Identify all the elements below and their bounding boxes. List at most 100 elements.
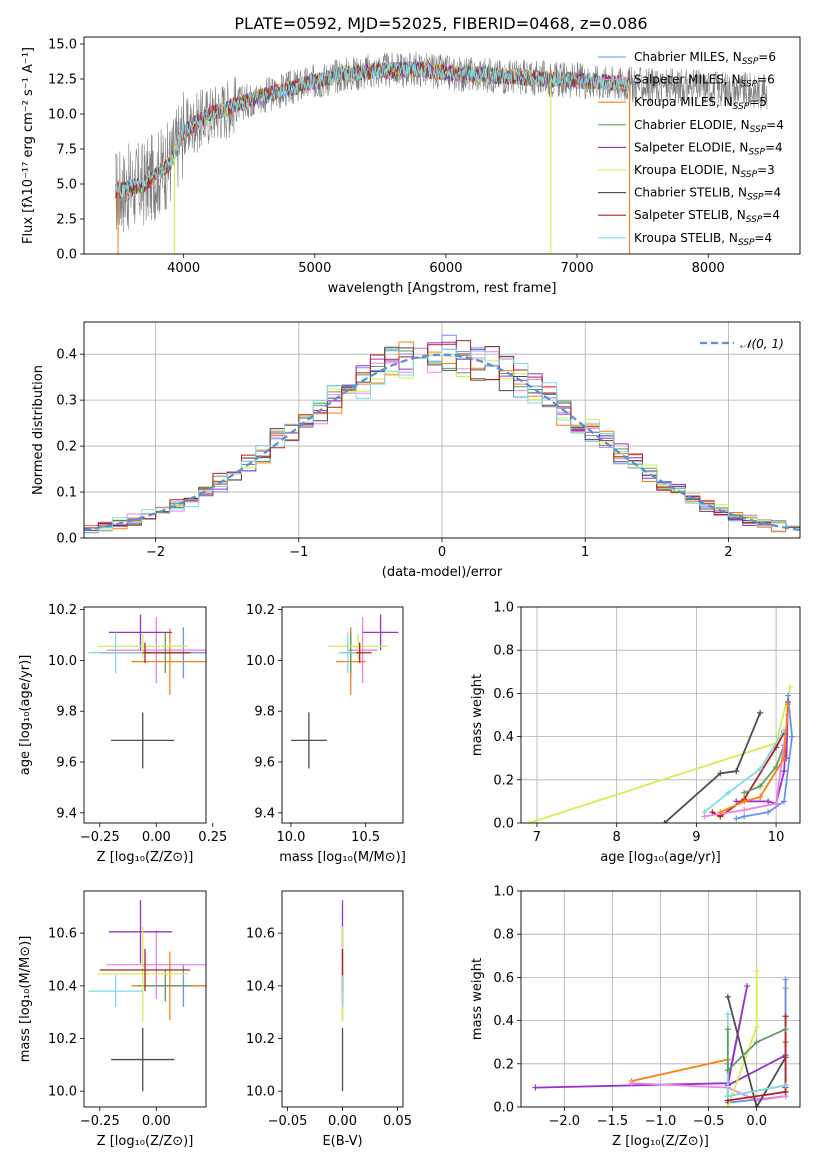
errorbar-kroupa-stelib — [88, 632, 143, 674]
y-tick-label: 0.4 — [493, 1014, 514, 1029]
x-axis-label: age [log₁₀(age/yr)] — [600, 850, 721, 865]
x-tick-label: 0 — [438, 545, 446, 560]
x-tick-label: 8000 — [692, 261, 725, 276]
y-tick-label: 9.4 — [56, 806, 77, 821]
weight-marker-kroupa-miles — [717, 809, 724, 816]
y-tick-label: 0.1 — [56, 486, 77, 501]
y-tick-label: 10.0 — [48, 108, 77, 123]
weight-marker-chabrier-elodie — [724, 1026, 731, 1033]
y-tick-label: 0.2 — [493, 1057, 514, 1072]
x-tick-label: 0.25 — [198, 830, 227, 845]
weight-marker-kroupa-elodie — [787, 683, 794, 690]
legend-suffix: =4 — [764, 186, 782, 200]
legend-text: Salpeter STELIB, N — [634, 208, 746, 222]
weight-line-salpeter-miles — [704, 714, 789, 818]
weight-marker-chabrier-miles — [741, 813, 748, 820]
x-tick-label: 4000 — [167, 261, 200, 276]
errorbar-chabrier-stelib — [111, 1027, 175, 1092]
weight-line-chabrier-stelib — [663, 712, 761, 823]
y-tick-label: 10.0 — [48, 1085, 77, 1100]
legend-subscript: SSP — [733, 102, 750, 112]
y-tick-label: 0.4 — [56, 348, 77, 363]
legend-subscript: SSP — [750, 125, 767, 135]
axes-residual_histogram: −2 −1 0 1 2 0.0 0.1 0.2 0.3 0.4 (data-model)/error… — [31, 321, 801, 580]
weight-marker-salpeter-elodie — [532, 1084, 539, 1091]
legend-label-kroupa-miles: Kroupa MILES, NSSP=5 — [634, 95, 767, 112]
weight-marker-salpeter-elodie — [765, 798, 772, 805]
weight-line-kroupa-elodie — [726, 970, 758, 1107]
x-axis-label: mass [log₁₀(M/M⊙)] — [279, 850, 406, 865]
weight-line-chabrier-stelib — [726, 996, 787, 1107]
axes-weight_vs_Z: −2.0 −1.5 −1.0 −0.5 0.0 0.0 0.2 0.4 0.6 0.8 1.0 Z [… — [470, 885, 801, 1149]
weight-marker-chabrier-miles — [781, 798, 788, 805]
weight-marker-salpeter-stelib — [709, 809, 716, 816]
x-tick-label: 0.00 — [142, 1114, 171, 1129]
x-tick-label: 9 — [692, 830, 700, 845]
weight-marker-kroupa-stelib — [724, 1011, 731, 1018]
legend-subscript: SSP — [738, 238, 755, 248]
y-axis-label: age [log₁₀(age/yr)] — [18, 655, 33, 776]
y-tick-label: 9.8 — [56, 705, 77, 720]
errorbar-kroupa-elodie — [97, 633, 188, 660]
y-tick-label: 0.8 — [493, 928, 514, 943]
histogram-legend: 𝒩(0, 1) — [700, 337, 784, 351]
y-tick-label: 9.4 — [254, 806, 275, 821]
legend-label-salpeter-stelib: Salpeter STELIB, NSSP=4 — [634, 208, 780, 225]
model-line-kroupa-stelib — [115, 61, 630, 198]
x-tick-label: −1.0 — [645, 1114, 677, 1129]
x-axis-label: E(B-V) — [322, 1134, 362, 1149]
y-tick-label: 0.2 — [493, 773, 514, 788]
y-tick-label: 9.6 — [254, 756, 275, 771]
y-tick-label: 15.0 — [48, 38, 77, 53]
errorbar-chabrier-stelib — [111, 712, 175, 769]
legend-suffix: =3 — [757, 163, 775, 177]
legend-subscript: SSP — [747, 193, 764, 203]
weight-marker-salpeter-elodie — [733, 798, 740, 805]
x-tick-label: 5000 — [298, 261, 331, 276]
figure-title: PLATE=0592, MJD=52025, FIBERID=0468, z=0… — [234, 14, 647, 33]
errorbar-kroupa-stelib — [88, 975, 143, 1007]
errorbar-salpeter-miles — [106, 617, 206, 684]
weight-marker-kroupa-elodie — [525, 820, 532, 823]
axes-frame — [520, 606, 801, 824]
y-tick-label: 0.6 — [493, 971, 514, 986]
weight-marker-chabrier-miles — [789, 733, 796, 740]
legend-label-chabrier-stelib: Chabrier STELIB, NSSP=4 — [634, 186, 781, 203]
legend-text: Chabrier MILES, N — [634, 50, 742, 64]
weight-marker-kroupa-miles — [785, 701, 792, 708]
y-tick-label: 10.2 — [48, 1032, 77, 1047]
weight-line-chabrier-elodie — [743, 744, 785, 794]
legend-text: Chabrier ELODIE, N — [634, 118, 750, 132]
y-tick-label: 10.0 — [48, 654, 77, 669]
y-tick-label: 12.5 — [48, 73, 77, 88]
weight-line-kroupa-stelib — [703, 729, 785, 813]
axes-mass_vs_Z: −0.25 0.00 10.0 10.2 10.4 10.6 Z [log₁₀(Z/Z⊙)]… — [18, 890, 207, 1149]
weight-marker-chabrier-elodie — [741, 789, 748, 796]
errorbar-kroupa-elodie — [328, 633, 389, 660]
x-tick-label: −2 — [146, 545, 165, 560]
y-axis-label: Normed distribution — [31, 365, 46, 495]
weight-marker-chabrier-stelib — [724, 993, 731, 1000]
errorbar-salpeter-elodie — [362, 614, 399, 651]
axes-weight_vs_age: 7 8 9 10 0.0 0.2 0.4 0.6 0.8 1.0 age [log₁₀(age/yr… — [470, 601, 801, 865]
errorbar-salpeter-stelib — [99, 948, 191, 992]
x-tick-label: 0.05 — [383, 1114, 412, 1129]
y-tick-label: 10.2 — [246, 603, 275, 618]
x-tick-label: 0.0 — [746, 1114, 767, 1129]
legend-suffix: =4 — [754, 231, 772, 245]
y-tick-label: 5.0 — [56, 178, 77, 193]
errorbar-kroupa-elodie — [97, 926, 188, 1022]
x-tick-label: 0.00 — [142, 830, 171, 845]
weight-marker-chabrier-miles — [782, 976, 789, 983]
histogram-step-salpeter-stelib — [84, 340, 800, 534]
legend-suffix: =6 — [758, 50, 776, 64]
weight-marker-chabrier-stelib — [733, 768, 740, 775]
weight-marker-chabrier-miles — [733, 815, 740, 822]
y-tick-label: 10.6 — [48, 927, 77, 942]
x-tick-label: 10.5 — [351, 830, 380, 845]
y-tick-label: 10.0 — [246, 654, 275, 669]
weight-marker-kroupa-miles — [781, 755, 788, 762]
x-tick-label: −0.5 — [693, 1114, 725, 1129]
